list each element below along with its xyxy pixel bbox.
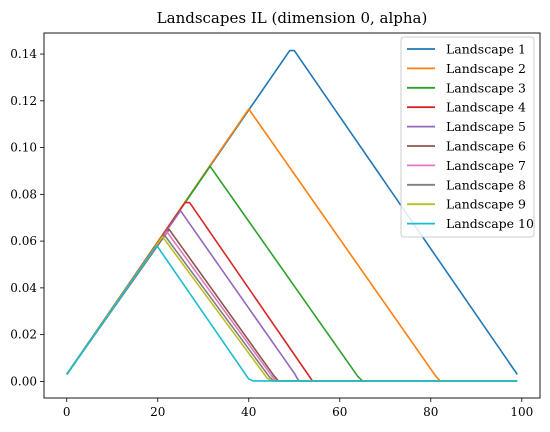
y-tick-label: 0.04	[10, 281, 37, 295]
x-tick-label: 100	[510, 405, 533, 419]
x-tick-label: 0	[63, 405, 71, 419]
legend-label-7: Landscape 7	[446, 158, 526, 173]
x-tick-label: 60	[332, 405, 347, 419]
y-tick-label: 0.14	[10, 47, 37, 61]
y-tick-label: 0.10	[10, 141, 37, 155]
legend-label-5: Landscape 5	[446, 119, 526, 134]
legend-label-4: Landscape 4	[446, 100, 526, 115]
y-tick-label: 0.12	[10, 94, 37, 108]
legend-label-9: Landscape 9	[446, 197, 526, 212]
y-tick-label: 0.00	[10, 374, 37, 388]
legend-label-2: Landscape 2	[446, 61, 526, 76]
legend-label-6: Landscape 6	[446, 139, 526, 154]
x-tick-label: 40	[241, 405, 256, 419]
legend-label-10: Landscape 10	[446, 216, 534, 231]
chart-title: Landscapes IL (dimension 0, alpha)	[157, 9, 428, 27]
y-tick-label: 0.06	[10, 234, 37, 248]
x-tick-label: 20	[150, 405, 165, 419]
legend-label-1: Landscape 1	[446, 42, 526, 57]
legend-label-3: Landscape 3	[446, 80, 526, 95]
legend-label-8: Landscape 8	[446, 177, 526, 192]
x-tick-label: 80	[423, 405, 438, 419]
y-tick-label: 0.02	[10, 328, 37, 342]
axis-ticks: 0 20 40 60 80 100 0.00 0.02 0.04 0.06 0.08 0.10 0.12…	[10, 47, 533, 419]
legend: Landscape 1 Landscape 2 Landscape 3 Landsca…	[400, 36, 535, 238]
series-line-10	[66, 246, 518, 382]
y-tick-label: 0.08	[10, 187, 37, 201]
